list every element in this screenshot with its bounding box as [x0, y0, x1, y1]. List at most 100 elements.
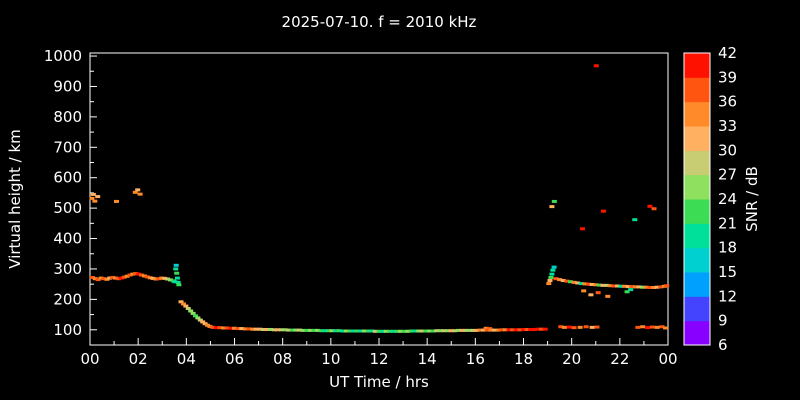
data-point	[173, 267, 179, 271]
data-point	[483, 326, 489, 330]
data-point	[463, 328, 469, 332]
data-point	[113, 276, 119, 280]
data-point	[423, 329, 429, 333]
data-point	[593, 283, 599, 287]
data-point	[625, 285, 631, 289]
data-point	[654, 325, 660, 329]
data-point	[300, 328, 306, 332]
data-point	[605, 294, 611, 298]
data-point	[139, 273, 145, 277]
data-point	[459, 328, 465, 332]
x-tick-label: 18	[514, 350, 533, 368]
data-point	[304, 328, 310, 332]
data-point	[141, 274, 147, 278]
data-point	[311, 328, 317, 332]
x-tick-label: 04	[177, 350, 196, 368]
data-point	[445, 329, 451, 333]
y-tick-label: 100	[53, 321, 82, 339]
data-point	[253, 327, 259, 331]
data-point	[502, 328, 508, 332]
data-point	[136, 272, 142, 276]
x-tick-label: 02	[129, 350, 148, 368]
data-point	[118, 276, 124, 280]
data-point	[589, 282, 595, 286]
data-point	[90, 192, 96, 196]
data-point	[663, 326, 669, 330]
data-point	[210, 325, 216, 329]
data-point	[322, 329, 328, 333]
y-tick-label: 200	[53, 290, 82, 308]
data-point	[577, 325, 583, 329]
data-points	[89, 64, 670, 333]
data-point	[92, 199, 98, 203]
data-point	[658, 285, 664, 289]
data-point	[521, 327, 526, 331]
colorbar-tick-label: 21	[718, 214, 737, 232]
data-point	[575, 281, 581, 285]
data-point	[242, 327, 248, 331]
data-point	[202, 322, 208, 326]
data-point	[492, 328, 498, 332]
data-point	[150, 276, 156, 280]
data-point	[409, 329, 415, 333]
colorbar-band	[684, 150, 710, 176]
data-point	[362, 329, 368, 333]
chart-title: 2025-07-10. f = 2010 kHz	[282, 13, 477, 31]
data-point	[488, 328, 494, 332]
data-point	[176, 283, 182, 287]
data-point	[419, 329, 425, 333]
data-point	[221, 326, 227, 330]
data-point	[172, 280, 178, 284]
data-point	[185, 307, 191, 310]
data-point	[647, 286, 653, 290]
data-point	[640, 325, 646, 329]
colorbar-tick-label: 6	[718, 336, 728, 354]
data-point	[394, 329, 400, 333]
colorbar-band	[684, 53, 710, 78]
x-tick-label: 06	[225, 350, 244, 368]
data-point	[551, 199, 557, 203]
data-point	[175, 280, 181, 284]
data-point	[551, 265, 557, 269]
data-point	[604, 283, 610, 287]
data-point	[549, 205, 555, 209]
data-point	[190, 311, 196, 315]
colorbar-tick-label: 27	[718, 166, 737, 184]
data-point	[651, 207, 657, 211]
data-point	[232, 326, 237, 330]
data-point	[654, 285, 660, 289]
data-point	[104, 277, 110, 281]
data-point	[239, 327, 245, 331]
data-point	[596, 283, 602, 287]
data-point	[387, 329, 393, 333]
data-point	[137, 192, 143, 196]
x-axis-label: UT Time / hrs	[329, 373, 429, 391]
data-point	[178, 300, 184, 304]
data-point	[195, 316, 201, 320]
data-point	[260, 327, 266, 331]
data-point	[340, 329, 346, 333]
colorbar-band	[684, 296, 710, 322]
data-point	[635, 325, 641, 329]
data-point	[159, 276, 165, 280]
colorbar-tick-label: 24	[718, 190, 737, 208]
data-point	[336, 329, 342, 333]
data-point	[622, 284, 628, 288]
x-tick-label: 00	[658, 350, 677, 368]
data-point	[628, 288, 634, 292]
colorbar-tick-label: 39	[718, 68, 737, 86]
x-tick-label: 20	[562, 350, 581, 368]
data-point	[649, 325, 655, 329]
data-point	[369, 329, 375, 333]
data-point	[571, 280, 577, 284]
data-point	[390, 329, 396, 333]
data-point	[343, 329, 349, 333]
data-point	[333, 329, 339, 333]
data-point	[144, 275, 150, 279]
data-point	[611, 284, 617, 288]
data-point	[564, 279, 570, 283]
x-tick-label: 10	[321, 350, 340, 368]
x-tick-label: 22	[610, 350, 629, 368]
data-point	[548, 275, 554, 279]
data-point	[588, 293, 594, 297]
